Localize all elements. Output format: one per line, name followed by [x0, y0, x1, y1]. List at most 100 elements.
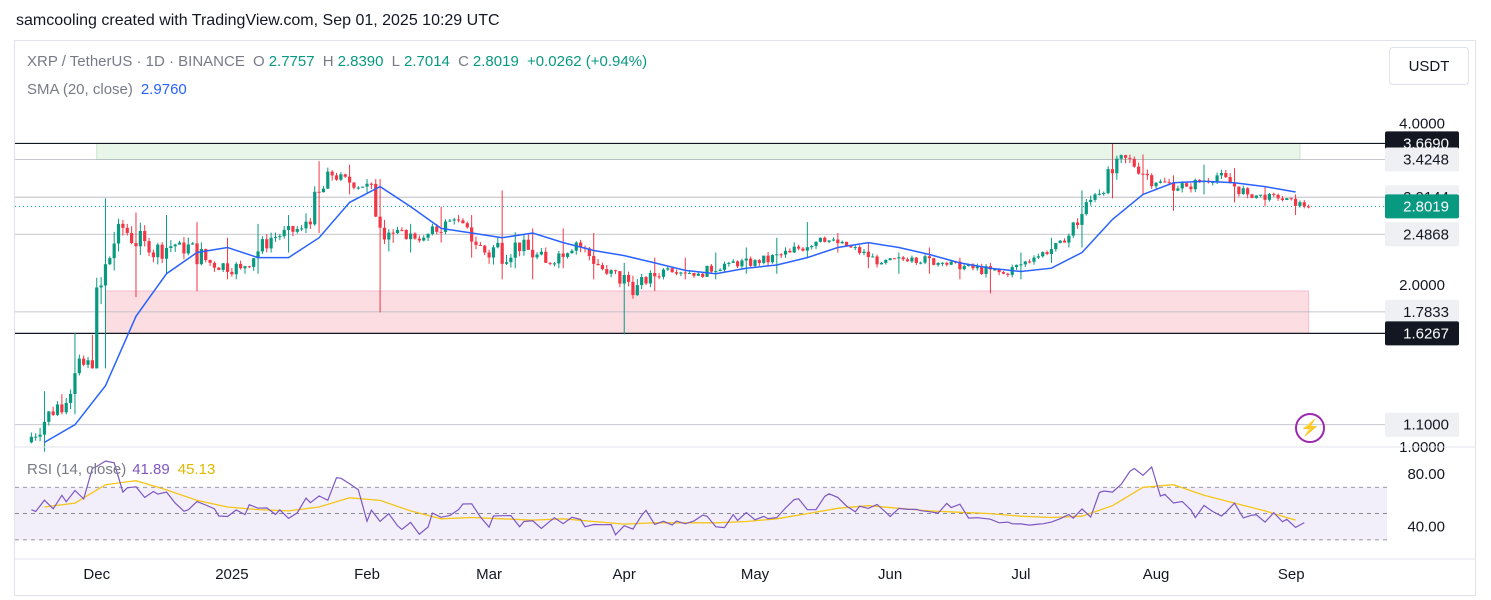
candle[interactable]: [77, 354, 81, 376]
candle[interactable]: [683, 257, 687, 280]
candle[interactable]: [177, 240, 182, 245]
candle[interactable]: [448, 218, 452, 222]
candle[interactable]: [814, 241, 818, 250]
candle[interactable]: [657, 273, 661, 280]
candle[interactable]: [631, 275, 635, 299]
candle[interactable]: [1080, 190, 1084, 248]
candle[interactable]: [1071, 221, 1075, 239]
candle[interactable]: [195, 222, 199, 292]
candle[interactable]: [391, 229, 395, 243]
candle[interactable]: [788, 248, 792, 253]
candle[interactable]: [1045, 250, 1049, 256]
candle[interactable]: [361, 186, 365, 188]
candle[interactable]: [156, 242, 160, 265]
candle[interactable]: [635, 278, 639, 296]
candle[interactable]: [980, 263, 984, 275]
candle[interactable]: [247, 265, 251, 269]
candle[interactable]: [775, 237, 779, 274]
candle[interactable]: [395, 226, 400, 235]
rsi-legend[interactable]: RSI (14, close) 41.89 45.13: [27, 461, 215, 478]
rsi-line[interactable]: [31, 460, 1305, 536]
candle[interactable]: [1289, 197, 1293, 201]
candle[interactable]: [840, 240, 844, 244]
candle[interactable]: [579, 239, 583, 253]
chart-canvas[interactable]: 4.00002.00001.00003.66903.42482.91442.80…: [15, 41, 1476, 596]
candle[interactable]: [308, 218, 312, 229]
candle[interactable]: [191, 242, 195, 245]
candle[interactable]: [1224, 170, 1228, 178]
candle[interactable]: [666, 266, 670, 272]
candle[interactable]: [387, 229, 391, 252]
candle[interactable]: [993, 269, 997, 271]
candle[interactable]: [945, 261, 949, 267]
candle[interactable]: [1189, 183, 1193, 193]
lightning-icon[interactable]: ⚡: [1295, 413, 1325, 443]
candle[interactable]: [836, 233, 840, 253]
candle[interactable]: [518, 242, 522, 257]
candle[interactable]: [1293, 194, 1298, 216]
candle[interactable]: [147, 238, 151, 257]
candle[interactable]: [138, 222, 142, 255]
candle[interactable]: [1062, 238, 1067, 243]
candle[interactable]: [60, 394, 64, 415]
candle[interactable]: [901, 256, 905, 262]
candle[interactable]: [1158, 179, 1163, 184]
candle[interactable]: [352, 181, 356, 190]
candle[interactable]: [1028, 259, 1032, 264]
candle[interactable]: [491, 244, 496, 265]
candle[interactable]: [55, 401, 60, 417]
candle[interactable]: [47, 410, 51, 426]
candle[interactable]: [561, 228, 565, 269]
candle[interactable]: [613, 269, 618, 275]
candle[interactable]: [1128, 154, 1132, 163]
candle[interactable]: [439, 206, 443, 243]
candle[interactable]: [51, 406, 55, 417]
candle[interactable]: [622, 262, 626, 335]
candle[interactable]: [1237, 186, 1241, 197]
candle[interactable]: [544, 247, 548, 263]
price-label[interactable]: 2.8019: [1385, 194, 1459, 219]
candle[interactable]: [504, 254, 509, 266]
candle[interactable]: [1280, 196, 1285, 202]
candle[interactable]: [260, 236, 265, 254]
candle[interactable]: [1176, 185, 1180, 192]
candle[interactable]: [474, 236, 478, 250]
candle[interactable]: [548, 262, 552, 266]
candle[interactable]: [714, 252, 718, 280]
candle[interactable]: [1228, 173, 1232, 184]
candle[interactable]: [452, 217, 456, 225]
candle[interactable]: [82, 355, 86, 367]
candle[interactable]: [1014, 264, 1019, 270]
candle[interactable]: [762, 255, 766, 265]
candle[interactable]: [1259, 194, 1263, 198]
candle[interactable]: [461, 218, 465, 224]
candle[interactable]: [740, 258, 744, 269]
candle[interactable]: [557, 250, 561, 269]
candle[interactable]: [239, 260, 243, 270]
candle[interactable]: [130, 226, 134, 245]
candle[interactable]: [626, 271, 631, 287]
candle[interactable]: [199, 242, 203, 266]
candle[interactable]: [252, 258, 256, 271]
candle[interactable]: [779, 253, 783, 259]
candle[interactable]: [1058, 240, 1062, 244]
candle[interactable]: [648, 270, 652, 288]
candle[interactable]: [413, 232, 417, 240]
candle[interactable]: [810, 244, 814, 250]
candle[interactable]: [217, 266, 221, 270]
candle[interactable]: [1241, 185, 1245, 195]
candle[interactable]: [744, 247, 748, 274]
candles[interactable]: [29, 144, 1311, 452]
candle[interactable]: [731, 259, 735, 263]
candle[interactable]: [570, 249, 574, 254]
candle[interactable]: [116, 218, 121, 252]
candle[interactable]: [1246, 187, 1250, 199]
sma-legend[interactable]: SMA (20, close) 2.9760: [27, 81, 187, 98]
candle[interactable]: [38, 427, 42, 442]
candle[interactable]: [1232, 168, 1237, 203]
candle[interactable]: [382, 219, 387, 244]
candle[interactable]: [609, 269, 613, 278]
candle[interactable]: [278, 233, 282, 241]
sma-line[interactable]: [44, 180, 1296, 444]
candle[interactable]: [1106, 166, 1110, 195]
